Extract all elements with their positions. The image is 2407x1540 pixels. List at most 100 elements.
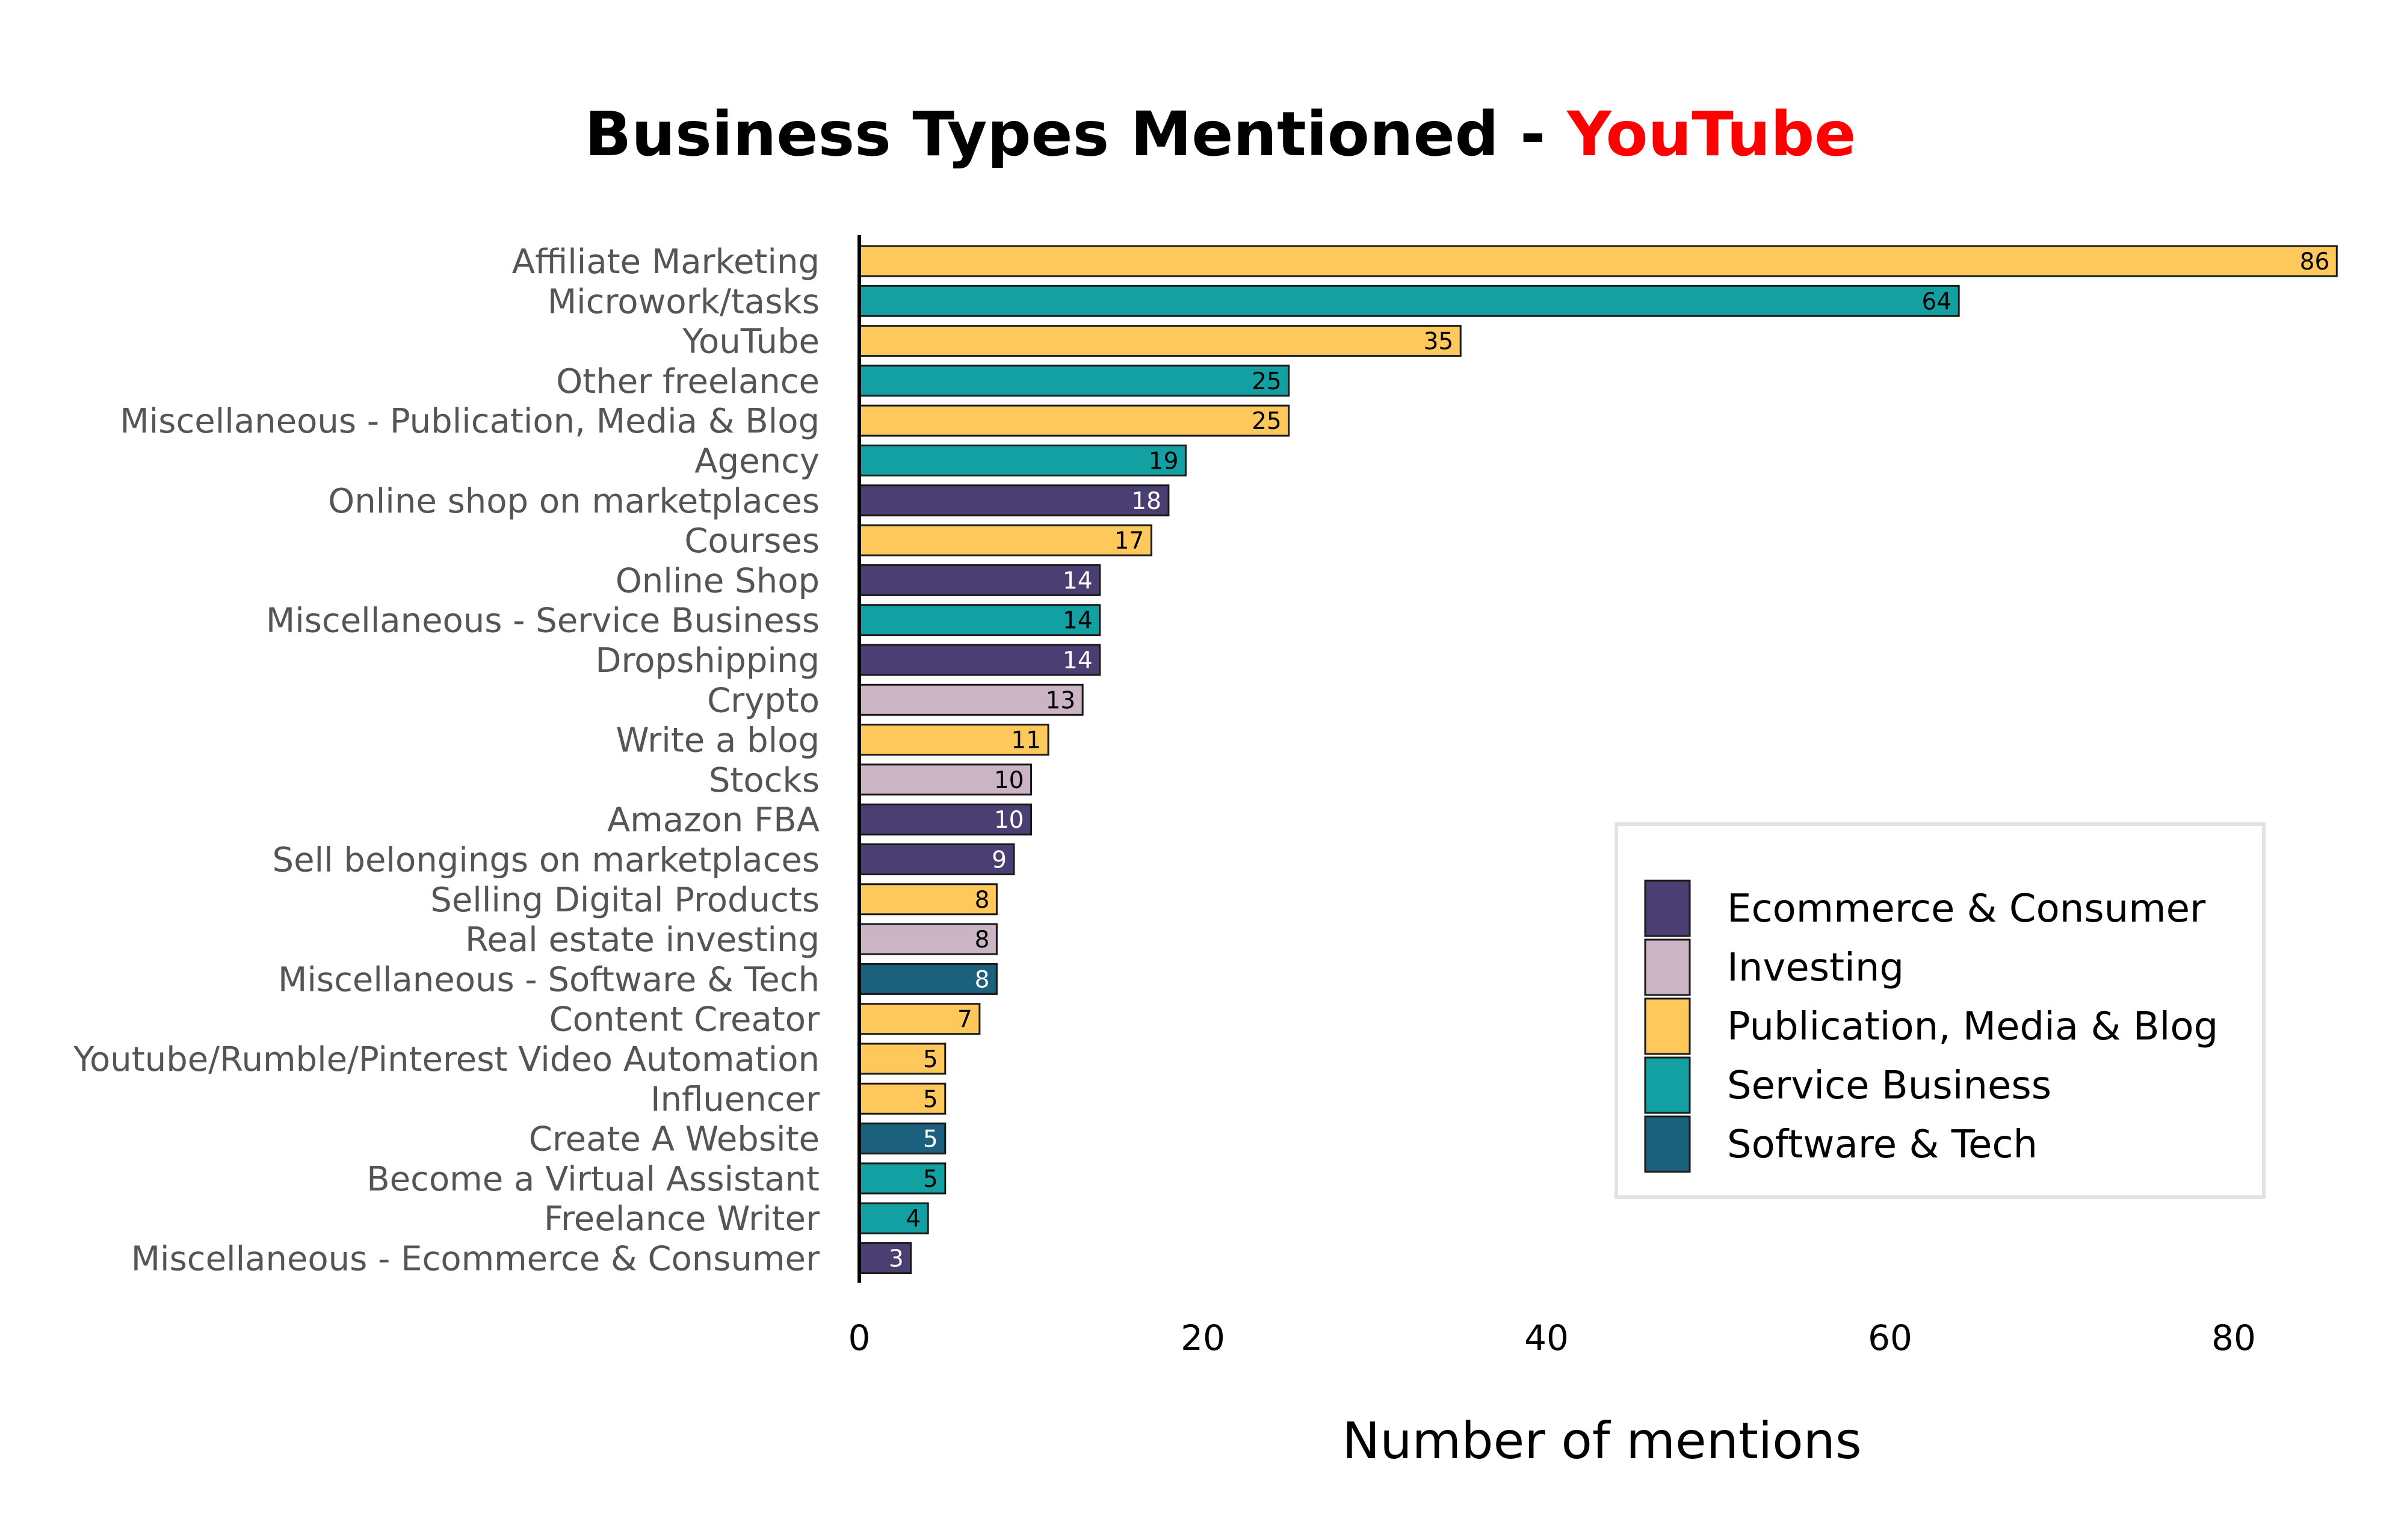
x-axis-title: Number of mentions [1342, 1411, 1861, 1470]
category-label: Stocks [709, 761, 820, 800]
data-label: 25 [1252, 368, 1282, 395]
category-label: Youtube/Rumble/Pinterest Video Automatio… [73, 1040, 820, 1079]
bar-row: Miscellaneous - Ecommerce & Consumer 3 [131, 1240, 912, 1279]
data-label: 18 [1131, 488, 1161, 515]
legend-item: Publication, Media & Blog [1644, 997, 2218, 1055]
bar-row: Stocks 10 [709, 761, 1032, 800]
bar-row: Miscellaneous - Software & Tech 8 [278, 960, 998, 999]
data-label: 4 [906, 1206, 921, 1233]
data-label: 7 [957, 1006, 972, 1033]
legend-swatch [1644, 938, 1691, 996]
bar-row: Write a blog 11 [616, 721, 1049, 760]
category-label: Miscellaneous - Publication, Media & Blo… [120, 402, 820, 441]
data-label: 35 [1424, 328, 1454, 356]
data-label: 8 [975, 887, 990, 914]
data-label: 19 [1149, 448, 1179, 475]
data-label: 14 [1063, 647, 1093, 674]
data-label: 8 [975, 966, 990, 993]
bar-row: Sell belongings on marketplaces 9 [273, 841, 1015, 880]
bar-row: YouTube 35 [682, 322, 1462, 362]
category-label: Become a Virtual Assistant [366, 1160, 820, 1199]
axis-layer: 0 20 40 60 80 [848, 235, 2256, 1358]
x-tick-label: 0 [848, 1317, 871, 1358]
data-label: 3 [889, 1246, 904, 1273]
bar [858, 524, 1152, 556]
category-label: Amazon FBA [607, 801, 820, 840]
x-tick-label: 60 [1868, 1317, 1912, 1358]
legend-label: Investing [1727, 946, 1904, 990]
category-label: Affiliate Marketing [512, 242, 820, 282]
x-tick-label: 20 [1181, 1317, 1225, 1358]
category-label: Agency [694, 442, 820, 481]
category-label: Dropshipping [595, 641, 820, 680]
data-label: 5 [923, 1046, 938, 1073]
category-label: Miscellaneous - Service Business [266, 602, 820, 641]
chart-title: Business Types Mentioned - YouTube [585, 99, 1856, 170]
category-label: Freelance Writer [544, 1200, 820, 1239]
bar [858, 1123, 947, 1155]
chart-title-highlight: YouTube [1566, 99, 1856, 170]
category-label: Sell belongings on marketplaces [273, 841, 820, 880]
bar [858, 404, 1290, 437]
category-label: YouTube [682, 322, 820, 362]
bar [858, 245, 2338, 277]
data-label: 10 [994, 767, 1024, 794]
data-label: 5 [923, 1126, 938, 1153]
legend-swatch [1644, 879, 1691, 937]
bar-row: Freelance Writer 4 [544, 1200, 929, 1239]
bar [858, 285, 1960, 317]
bar-row: Agency 19 [694, 442, 1187, 481]
legend-item: Service Business [1644, 1056, 2051, 1114]
category-label: Microwork/tasks [548, 282, 820, 321]
legend-label: Software & Tech [1727, 1123, 2038, 1167]
bar-row: Content Creator 7 [549, 1000, 981, 1040]
bar [858, 683, 1084, 716]
category-label: Crypto [707, 681, 820, 720]
data-label: 14 [1063, 608, 1093, 635]
bar [858, 484, 1170, 517]
category-label: Online Shop [616, 561, 820, 600]
bar-row: Real estate investing 8 [465, 920, 998, 959]
bar [858, 724, 1049, 756]
legend-item: Investing [1644, 938, 1904, 996]
category-label: Write a blog [616, 721, 820, 760]
bar-row: Selling Digital Products 8 [430, 881, 998, 920]
bar [858, 445, 1187, 476]
bar [858, 365, 1290, 397]
category-label: Selling Digital Products [430, 881, 820, 920]
data-label: 17 [1114, 528, 1145, 555]
bar-row: Dropshipping 14 [595, 641, 1101, 680]
data-label: 5 [923, 1166, 938, 1193]
bar [858, 325, 1462, 357]
bar-row: Amazon FBA 10 [607, 801, 1032, 840]
legend-label: Publication, Media & Blog [1727, 1005, 2218, 1049]
legend-swatch [1644, 997, 1691, 1055]
bar [858, 1082, 947, 1115]
chart-title-main: Business Types Mentioned - [585, 99, 1567, 170]
category-label: Content Creator [549, 1000, 820, 1040]
category-label: Create A Website [529, 1120, 820, 1159]
bar-row: Become a Virtual Assistant 5 [366, 1160, 947, 1199]
data-label: 10 [994, 807, 1024, 834]
bar [858, 843, 1015, 875]
data-label: 8 [975, 926, 990, 953]
category-label: Other freelance [556, 362, 820, 401]
category-label: Real estate investing [465, 920, 820, 959]
category-label: Miscellaneous - Software & Tech [278, 960, 820, 999]
x-tick-label: 40 [1524, 1317, 1569, 1358]
bar [858, 644, 1101, 676]
data-label: 9 [992, 847, 1007, 874]
bar-row: Online shop on marketplaces 18 [328, 482, 1170, 521]
data-label: 64 [1922, 288, 1952, 315]
legend-label: Service Business [1727, 1064, 2051, 1108]
bar-row: Online Shop 14 [616, 561, 1101, 600]
bar-row: Courses 17 [684, 522, 1152, 561]
category-label: Online shop on marketplaces [328, 482, 820, 521]
bar-row: Miscellaneous - Service Business 14 [266, 602, 1101, 641]
x-tick-label: 80 [2211, 1317, 2256, 1358]
bar [858, 1242, 912, 1274]
bar-row: Miscellaneous - Publication, Media & Blo… [120, 402, 1290, 441]
category-label: Courses [684, 522, 820, 561]
